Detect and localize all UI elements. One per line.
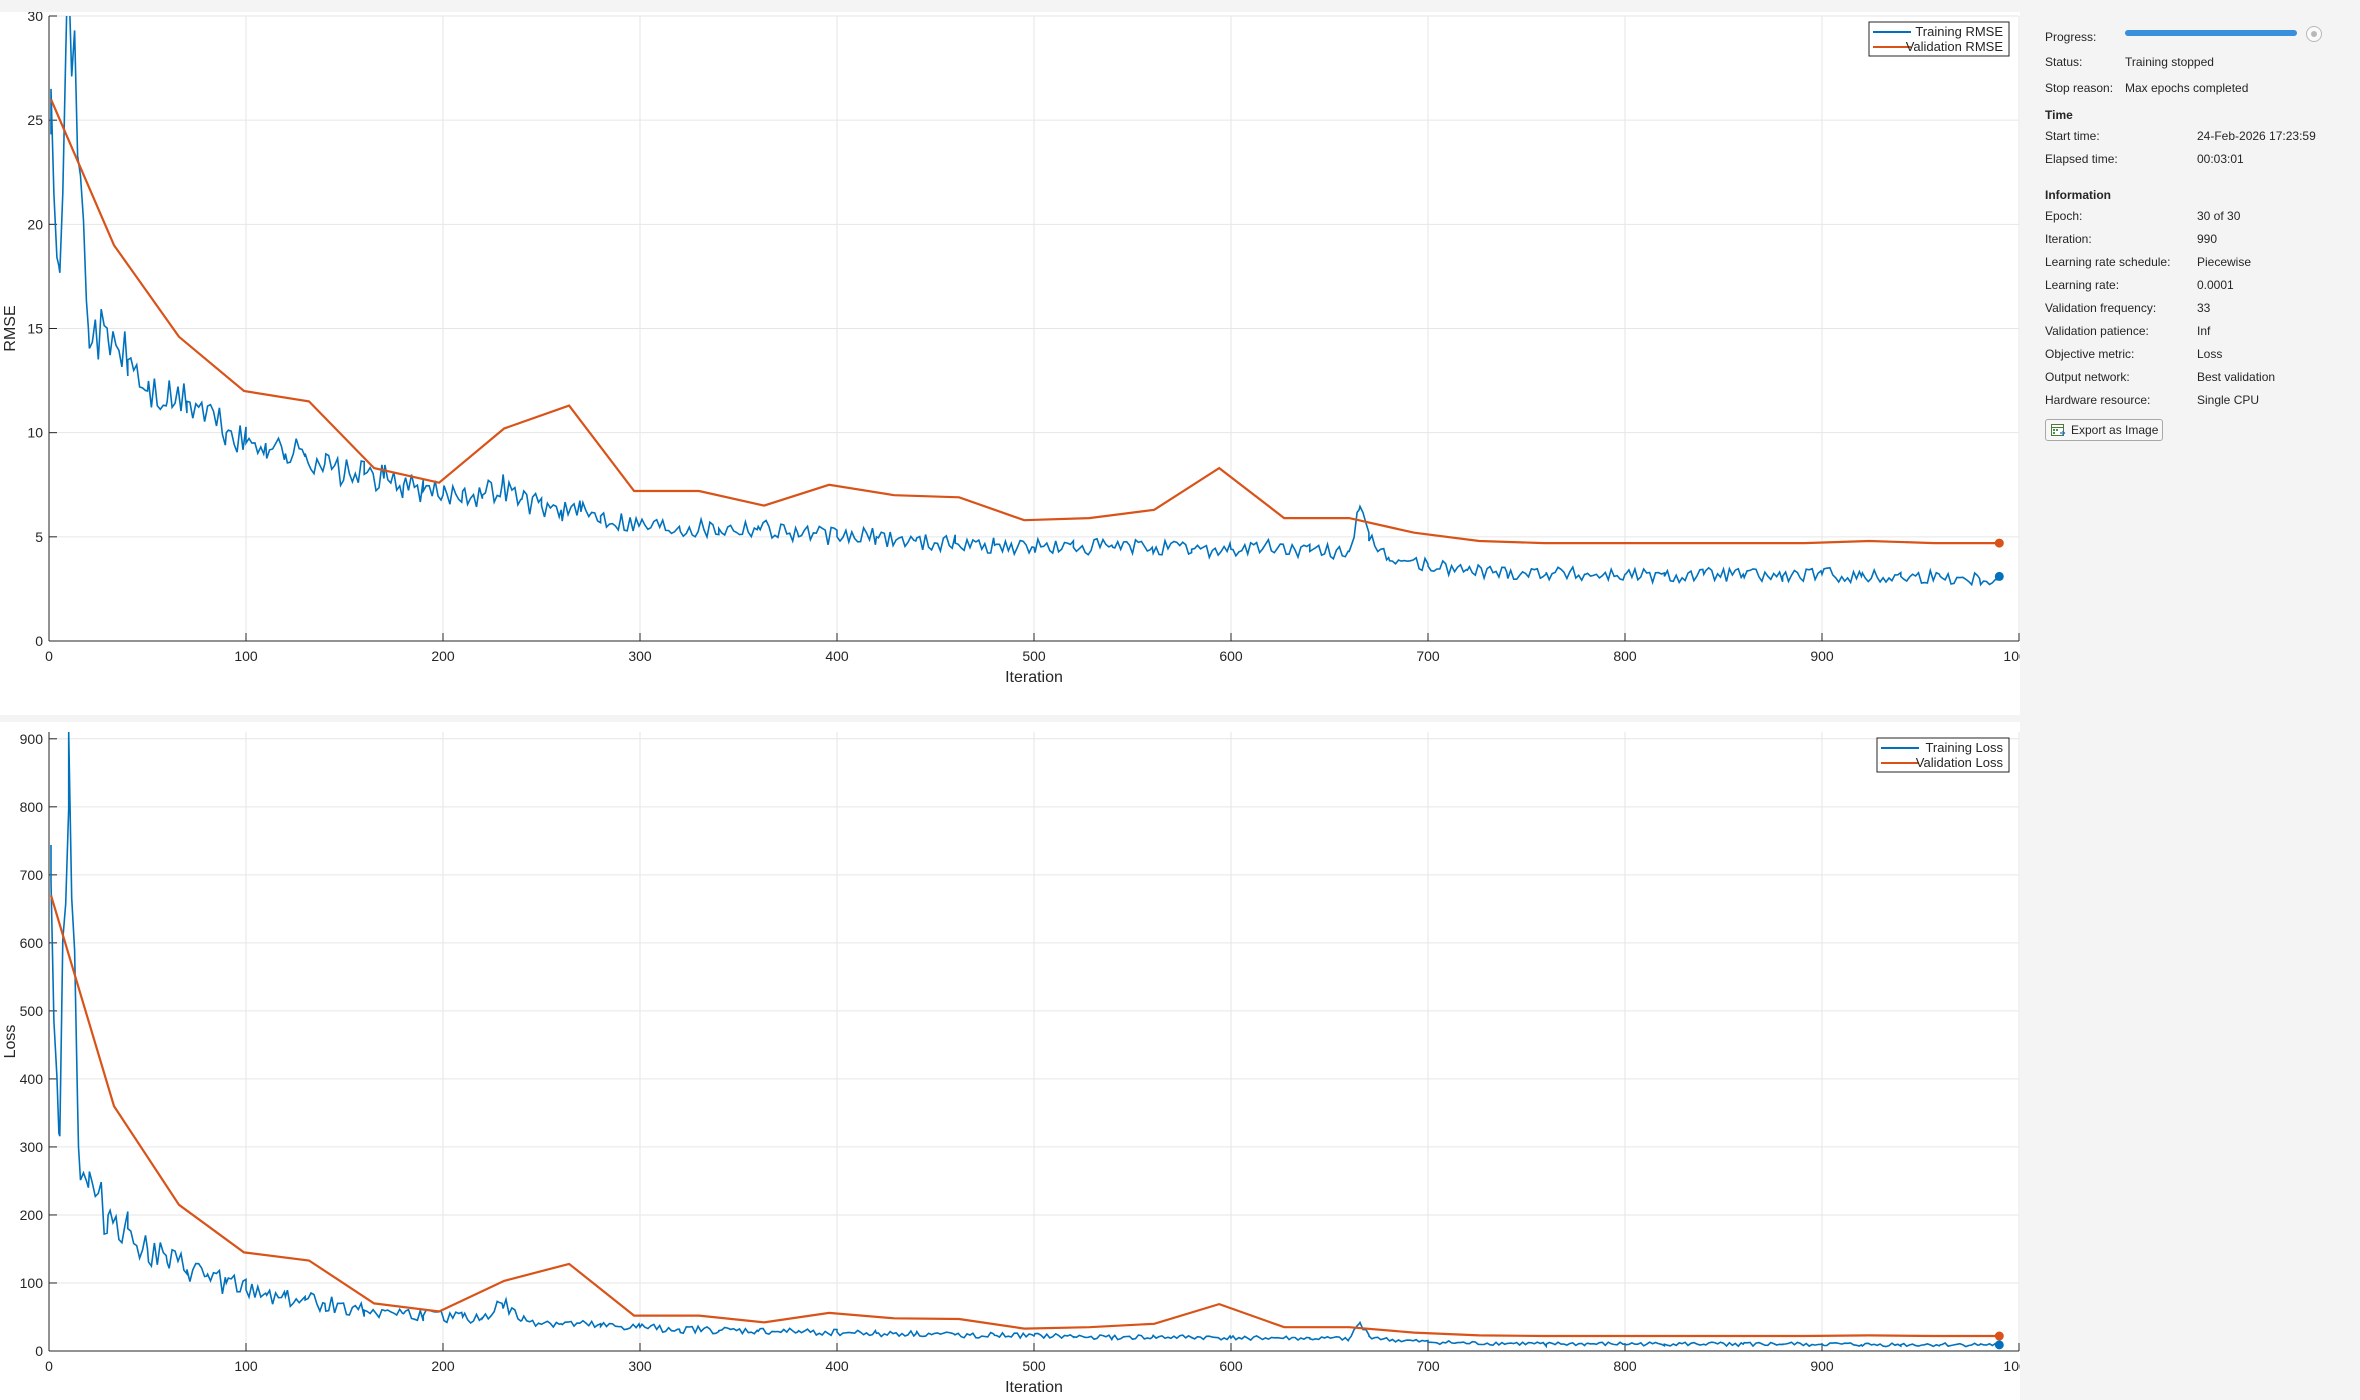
y-tick-label: 700 [20,867,44,883]
export-as-image-label: Export as Image [2071,423,2159,437]
y-tick-label: 900 [20,731,44,747]
x-tick-label: 300 [628,1358,652,1374]
training-final-point [1994,571,2004,581]
info-row-label: Validation frequency: [2045,301,2157,315]
loss-plot-panel: 0 100 200 300 400 500 600 700 800 900 1000 0 100 200 3… [0,722,2020,1400]
rmse-chart: 0 100 200 300 400 500 600 700 800 900 1000 0 5 10 15 20… [2,12,2020,686]
info-row-value: 990 [2197,232,2218,246]
training-info-panel: Progress: Status: Training stopped Stop … [2020,12,2360,712]
legend-box [1876,737,2010,773]
x-tick-label: 200 [431,1358,455,1374]
training-final-point [1994,1340,2004,1350]
status-label: Status: [2045,55,2083,69]
x-tick-label: 500 [1022,1358,1046,1374]
training-series-line [50,732,2000,1349]
validation-final-point [1994,538,2004,548]
y-tick-label: 600 [20,935,44,951]
x-tick-label: 900 [1810,648,1834,664]
info-row-value: Loss [2197,347,2223,361]
info-row-label: Hardware resource: [2045,393,2151,407]
x-tick-label: 0 [45,648,53,664]
y-tick-label: 0 [35,633,43,649]
info-row-value: Inf [2197,324,2211,338]
info-row-label: Learning rate: [2045,278,2120,292]
x-tick-label: 800 [1613,1358,1637,1374]
legend-label: Training Loss [1925,740,2003,755]
legend-label: Validation Loss [1916,755,2004,770]
start-time-label: Start time: [2045,129,2100,143]
x-tick-label: 1000 [2003,1358,2020,1374]
x-tick-label: 500 [1022,648,1046,664]
info-row-label: Iteration: [2045,232,2092,246]
x-tick-label: 0 [45,1358,53,1374]
y-tick-label: 10 [27,425,43,441]
info-row-value: Best validation [2197,370,2276,384]
time-section-title: Time [2045,108,2073,122]
info-row-value: 33 [2197,301,2211,315]
training-series-line [50,16,2001,587]
progress-bar [2125,30,2297,36]
progress-bar-fill [2125,30,2297,36]
x-tick-label: 800 [1613,648,1637,664]
x-tick-label: 600 [1219,1358,1243,1374]
info-row-label: Objective metric: [2045,347,2135,361]
info-row-value: Piecewise [2197,255,2252,269]
y-tick-label: 30 [27,12,43,24]
x-tick-label: 200 [431,648,455,664]
validation-final-point [1994,1331,2004,1341]
x-tick-label: 400 [825,1358,849,1374]
information-section-title: Information [2045,188,2111,202]
info-row-label: Learning rate schedule: [2045,255,2171,269]
y-tick-label: 25 [27,112,43,128]
y-axis-label: RMSE [2,305,19,351]
info-row-label: Output network: [2045,370,2130,384]
info-row-value: 30 of 30 [2197,209,2241,223]
x-axis-label: Iteration [1005,669,1063,686]
x-tick-label: 100 [234,648,258,664]
y-tick-label: 300 [20,1139,44,1155]
info-row-value: Single CPU [2197,393,2260,407]
y-tick-label: 500 [20,1003,44,1019]
start-time-value: 24-Feb-2026 17:23:59 [2197,129,2316,143]
progress-label: Progress: [2045,30,2097,44]
y-tick-label: 800 [20,799,44,815]
y-tick-label: 20 [27,216,43,232]
stop-circle-icon[interactable] [2306,26,2322,42]
y-tick-label: 15 [27,321,43,337]
stop-reason-value: Max epochs completed [2125,81,2249,95]
y-tick-label: 400 [20,1071,44,1087]
info-row-value: 0.0001 [2197,278,2234,292]
y-axis-label: Loss [2,1025,19,1059]
loss-chart: 0 100 200 300 400 500 600 700 800 900 1000 0 100 200 3… [2,731,2020,1396]
x-tick-label: 700 [1416,648,1440,664]
info-row-label: Epoch: [2045,209,2083,223]
x-tick-label: 700 [1416,1358,1440,1374]
x-tick-label: 400 [825,648,849,664]
x-tick-label: 100 [234,1358,258,1374]
y-tick-label: 100 [20,1275,44,1291]
rmse-plot-panel: 0 100 200 300 400 500 600 700 800 900 1000 0 5 10 15 20… [0,12,2020,715]
x-tick-label: 900 [1810,1358,1834,1374]
info-row-label: Validation patience: [2045,324,2149,338]
x-tick-label: 300 [628,648,652,664]
y-tick-label: 0 [35,1343,43,1359]
stop-reason-label: Stop reason: [2045,81,2114,95]
x-axis-label: Iteration [1005,1379,1063,1396]
elapsed-time-label: Elapsed time: [2045,152,2118,166]
elapsed-time-value: 00:03:01 [2197,152,2244,166]
x-tick-label: 600 [1219,648,1243,664]
validation-series-line [49,98,2000,545]
validation-series-line [49,894,2000,1338]
status-value: Training stopped [2125,55,2214,69]
export-image-icon [2050,422,2066,444]
y-tick-label: 5 [35,529,43,545]
x-tick-label: 1000 [2003,648,2020,664]
legend-box [1868,21,2010,57]
legend-label: Validation RMSE [1906,39,2004,54]
y-tick-label: 200 [20,1207,44,1223]
export-as-image-button[interactable]: Export as Image [2045,419,2163,441]
legend-label: Training RMSE [1915,24,2003,39]
